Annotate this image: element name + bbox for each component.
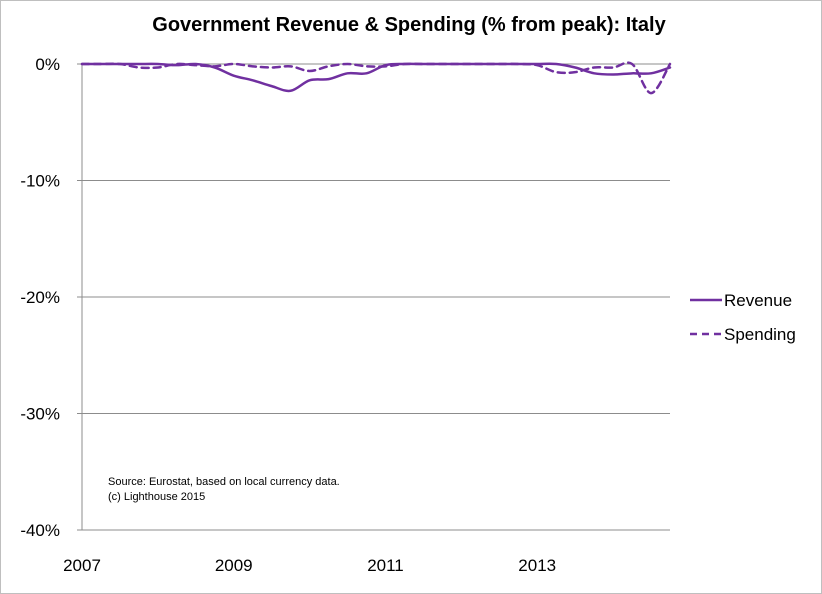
x-tick-label: 2011 [367,556,404,575]
y-tick-label: -30% [20,405,60,424]
series-line-revenue [80,62,672,93]
x-tick-label: 2007 [63,556,101,575]
axes [77,63,670,531]
y-tick-labels: 0% -10% -20% -30% -40% [20,55,60,540]
series-lines [80,61,672,95]
source-line-2: (c) Lighthouse 2015 [108,491,205,503]
legend-label-spending: Spending [724,325,796,344]
source-note: Source: Eurostat, based on local currenc… [108,476,340,503]
y-tick-label: 0% [35,55,60,74]
legend: Revenue Spending [690,291,796,344]
legend-label-revenue: Revenue [724,291,792,310]
x-tick-labels: 2007 2009 2011 2013 [63,556,556,575]
y-tick-label: -20% [20,288,60,307]
chart-title: Government Revenue & Spending (% from pe… [152,14,666,36]
y-tick-label: -40% [20,521,60,540]
x-tick-label: 2013 [518,556,556,575]
source-line-1: Source: Eurostat, based on local currenc… [108,476,340,488]
y-tick-label: -10% [20,172,60,191]
series-line-spending [80,61,672,95]
x-tick-label: 2009 [215,556,253,575]
gridlines [82,63,670,414]
